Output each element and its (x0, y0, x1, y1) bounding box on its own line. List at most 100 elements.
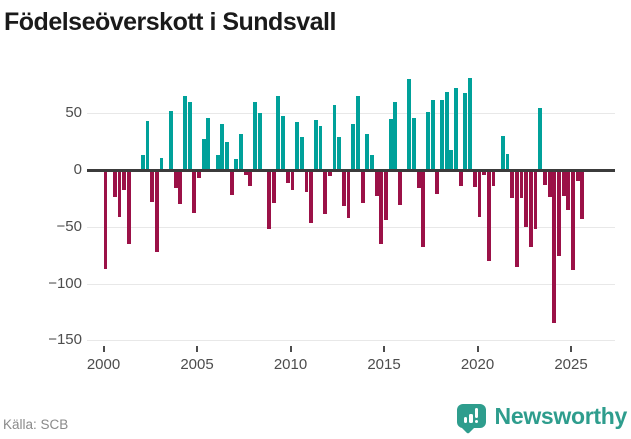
bar-2017-q4 (435, 170, 440, 194)
bar-2004-q2 (182, 96, 187, 170)
bar-2017-q2 (426, 112, 430, 170)
bar-2009-q2 (276, 96, 281, 170)
bar-2018-q4 (454, 88, 459, 170)
bar-2008-q2 (257, 113, 262, 171)
x-axis-tick (102, 346, 105, 352)
bar-2023-q4 (547, 170, 552, 198)
bar-2005-q1 (197, 170, 201, 178)
bar-2015-q3 (393, 101, 398, 170)
bar-2007-q4 (248, 170, 253, 186)
bar-2006-q4 (229, 170, 234, 195)
bar-2004-q4 (192, 170, 197, 214)
bar-2010-q4 (304, 170, 309, 192)
bar-2014-q3 (374, 170, 379, 197)
bar-2020-q4 (491, 170, 496, 186)
bar-2001-q2 (126, 170, 131, 244)
bar-2010-q1 (290, 170, 295, 191)
bar-2022-q1 (514, 170, 519, 267)
bar-2005-q2 (201, 139, 206, 170)
gridline--50 (87, 226, 615, 228)
bar-2022-q4 (528, 170, 533, 248)
bar-2023-q1 (533, 170, 538, 229)
bar-2014-q2 (369, 155, 374, 170)
bar-2000-q4 (117, 170, 122, 217)
bar-2025-q3 (580, 170, 585, 219)
bar-2019-q4 (472, 170, 477, 187)
bar-2025-q2 (575, 170, 580, 182)
bar-2013-q1 (346, 170, 351, 218)
newsworthy-logo[interactable]: Newsworthy (456, 400, 627, 435)
bar-2003-q3 (168, 111, 173, 170)
bar-2017-q3 (430, 99, 435, 170)
bar-2004-q3 (187, 101, 192, 170)
bar-2011-q4 (323, 170, 328, 215)
bar-2023-q2 (538, 107, 543, 170)
icon-exclamation-dot (474, 420, 479, 423)
bar-2006-q2 (220, 123, 225, 170)
bar-2016-q2 (407, 79, 412, 170)
bar-2009-q4 (285, 170, 290, 183)
bar-2007-q1 (234, 158, 239, 170)
x-axis-tick-label: 2000 (86, 356, 121, 373)
bar-2014-q1 (365, 133, 370, 170)
bar-2016-q3 (412, 117, 416, 170)
bar-2008-q4 (267, 170, 272, 229)
bar-2015-q1 (384, 170, 388, 220)
bar-2020-q1 (477, 170, 482, 217)
bar-2003-q4 (173, 170, 178, 189)
icon-exclamation-bar (474, 408, 479, 418)
bar-2010-q3 (299, 137, 304, 170)
bar-2004-q1 (178, 170, 183, 204)
bar-2003-q1 (159, 157, 164, 170)
x-axis-tick (570, 346, 572, 352)
chart-title: Födelseöverskott i Sundsvall (4, 8, 336, 36)
bar-2022-q3 (524, 170, 529, 227)
bar-2025-q1 (571, 170, 575, 270)
bar-2019-q2 (463, 92, 468, 170)
bar-2006-q3 (225, 141, 229, 170)
bar-2002-q3 (150, 170, 155, 202)
bar-2023-q3 (542, 170, 547, 185)
bar-2021-q2 (500, 135, 505, 170)
bar-2015-q2 (388, 118, 393, 170)
bar-2006-q1 (215, 155, 220, 170)
bar-2011-q1 (309, 170, 314, 224)
bar-2020-q3 (486, 170, 491, 261)
bar-2011-q3 (318, 125, 323, 170)
bar-2015-q4 (398, 170, 402, 206)
bar-2011-q2 (313, 120, 318, 170)
bar-2019-q1 (458, 170, 463, 186)
x-axis-tick (383, 346, 385, 352)
bar-2002-q2 (145, 121, 150, 170)
bar-2005-q3 (206, 117, 211, 170)
x-axis-tick-label: 2010 (273, 356, 308, 373)
y-axis-tick-label: −50 (56, 217, 82, 235)
bar-2009-q1 (271, 170, 276, 203)
bar-2010-q2 (295, 122, 300, 170)
bar-2022-q2 (519, 170, 524, 199)
y-axis-tick-label: 50 (65, 104, 82, 122)
x-axis-tick (196, 346, 198, 352)
bar-2000-q3 (112, 170, 117, 198)
bar-2016-q4 (416, 170, 421, 189)
gridline--150 (87, 340, 615, 342)
bar-2021-q4 (510, 170, 515, 199)
bar-2024-q3 (561, 170, 566, 197)
gridline--100 (87, 283, 615, 285)
bar-2013-q2 (351, 123, 356, 170)
bar-2018-q3 (449, 149, 454, 170)
bar-2021-q3 (505, 154, 510, 170)
bar-2013-q3 (355, 96, 360, 170)
bar-2002-q1 (140, 155, 145, 170)
bar-2012-q1 (327, 170, 332, 176)
bar-2024-q2 (556, 170, 561, 257)
bar-2000-q1 (103, 170, 108, 269)
gridline-50 (87, 113, 615, 115)
bar-2009-q3 (281, 115, 286, 170)
bar-2024-q4 (566, 170, 571, 210)
x-axis-tick (289, 346, 292, 352)
bar-2007-q3 (243, 170, 248, 175)
x-axis-tick-label: 2025 (554, 356, 588, 373)
icon-bar-small (463, 417, 468, 423)
